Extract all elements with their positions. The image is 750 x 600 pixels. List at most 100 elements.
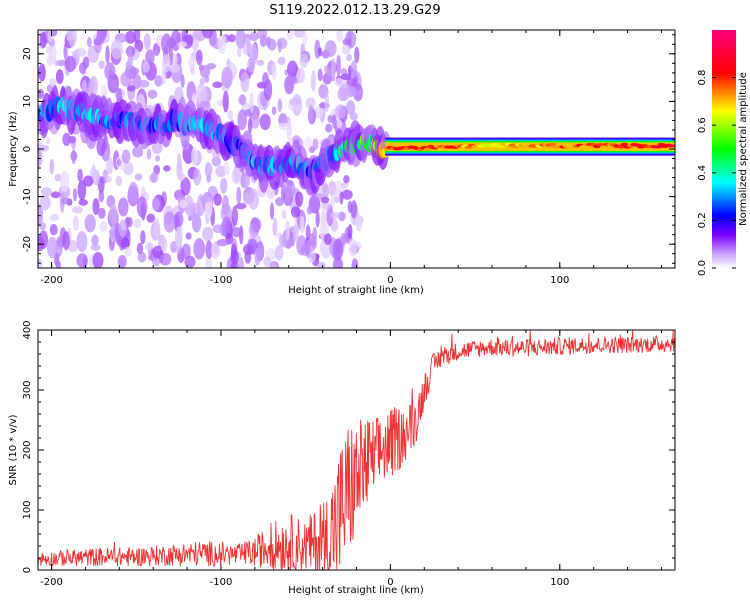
heatmap-cell	[72, 188, 78, 202]
heatmap-cell	[95, 32, 106, 45]
heatmap-cell	[292, 224, 299, 241]
heatmap-cell	[206, 174, 212, 183]
spectrogram-xtick-label: -100	[210, 275, 233, 286]
heatmap-cell	[159, 252, 172, 266]
heatmap-cell	[118, 197, 129, 217]
heatmap-cell	[304, 239, 312, 259]
heatmap-cell	[355, 215, 363, 232]
heatmap-cell	[296, 235, 307, 256]
heatmap-cell	[204, 75, 210, 83]
spectrogram-ytick-label: 20	[22, 47, 33, 60]
colorbar-tick-label: 0.2	[697, 212, 708, 228]
heatmap-cell	[185, 34, 194, 45]
heatmap-cell	[193, 212, 199, 229]
heatmap-cell	[289, 61, 296, 74]
heatmap-cell	[205, 240, 213, 260]
heatmap-cell	[312, 138, 319, 150]
snr-ylabel: SNR (10 * v/v)	[8, 414, 19, 485]
heatmap-cell	[142, 61, 150, 73]
heatmap-cell	[343, 175, 350, 184]
heatmap-cell	[274, 245, 284, 261]
heatmap-cell	[310, 70, 316, 92]
heatmap-cell	[168, 63, 181, 73]
heatmap-cell	[49, 78, 57, 87]
heatmap-cell	[271, 62, 277, 81]
heatmap-cell	[72, 215, 79, 231]
heatmap-cell	[277, 122, 289, 131]
heatmap-cell	[62, 132, 71, 147]
heatmap-cell	[180, 74, 185, 89]
heatmap-cell	[116, 159, 122, 167]
heatmap-cell	[306, 205, 313, 215]
heatmap-cell	[423, 147, 432, 151]
heatmap-cell	[54, 173, 62, 182]
heatmap-cell	[230, 249, 240, 265]
heatmap-cell	[620, 142, 629, 146]
snr-ytick-label: 300	[22, 380, 33, 399]
snr-xtick-label: -200	[40, 577, 63, 588]
heatmap-cell	[96, 137, 106, 156]
heatmap-cell	[163, 165, 171, 172]
heatmap-cell	[76, 253, 88, 268]
heatmap-cell	[328, 180, 337, 195]
heatmap-cell	[216, 238, 229, 247]
heatmap-cell	[222, 90, 229, 113]
heatmap-cell	[126, 217, 133, 228]
heatmap-cell	[330, 211, 341, 219]
heatmap-cell	[320, 196, 330, 204]
heatmap-cell	[46, 84, 53, 93]
heatmap-cell	[84, 214, 96, 233]
heatmap-cell	[46, 136, 51, 145]
heatmap-cell	[178, 172, 186, 181]
heatmap-cell	[161, 67, 167, 85]
heatmap-cell	[256, 59, 265, 66]
heatmap-cell	[138, 79, 150, 88]
heatmap-cell	[249, 92, 254, 114]
heatmap-cell	[271, 262, 277, 268]
heatmap-cell	[97, 207, 106, 219]
heatmap-cell	[39, 31, 47, 49]
heatmap-cell	[549, 143, 558, 147]
heatmap-cell	[324, 92, 330, 113]
heatmap-cell	[217, 33, 227, 54]
heatmap-cell	[192, 30, 205, 40]
snr-xtick-label: -100	[210, 577, 233, 588]
heatmap-cell	[336, 30, 344, 42]
heatmap-cell	[247, 57, 256, 73]
heatmap-cell	[38, 204, 44, 226]
heatmap-cell	[283, 179, 296, 198]
heatmap-cell	[104, 62, 116, 81]
heatmap-cell	[82, 56, 90, 69]
heatmap-cell	[204, 162, 213, 178]
heatmap-cell	[212, 224, 224, 234]
heatmap-cell	[354, 46, 360, 64]
heatmap-cell	[67, 240, 79, 253]
heatmap-cell	[281, 209, 287, 220]
heatmap-cell	[50, 191, 61, 199]
heatmap-cell	[349, 112, 358, 121]
colorbar: 0.0 0.2 0.4 0.6 0.8 Normalized spectral ampl…	[697, 30, 749, 276]
heatmap-cell	[237, 109, 247, 131]
heatmap-cell	[332, 238, 344, 261]
snr-ytick-label: 0	[22, 567, 33, 573]
heatmap-cell	[350, 60, 358, 79]
heatmap-cell	[249, 112, 260, 129]
heatmap-cell	[247, 188, 259, 210]
heatmap-cell	[213, 193, 222, 206]
heatmap-cell	[120, 71, 132, 87]
heatmap-cell	[163, 211, 176, 233]
snr-ytick-label: 200	[22, 440, 33, 459]
heatmap-cell	[188, 55, 197, 68]
heatmap-cell	[235, 30, 246, 49]
heatmap-cell	[341, 44, 351, 55]
heatmap-cell	[246, 238, 258, 255]
heatmap-cell	[304, 136, 313, 149]
heatmap-cell	[38, 63, 46, 82]
heatmap-cell	[49, 158, 55, 175]
heatmap-cell	[332, 114, 337, 129]
heatmap-cell	[277, 56, 286, 66]
heatmap-cell	[199, 195, 212, 203]
heatmap-cell	[179, 199, 188, 209]
heatmap-cell	[78, 199, 89, 206]
heatmap-cell	[314, 193, 324, 200]
